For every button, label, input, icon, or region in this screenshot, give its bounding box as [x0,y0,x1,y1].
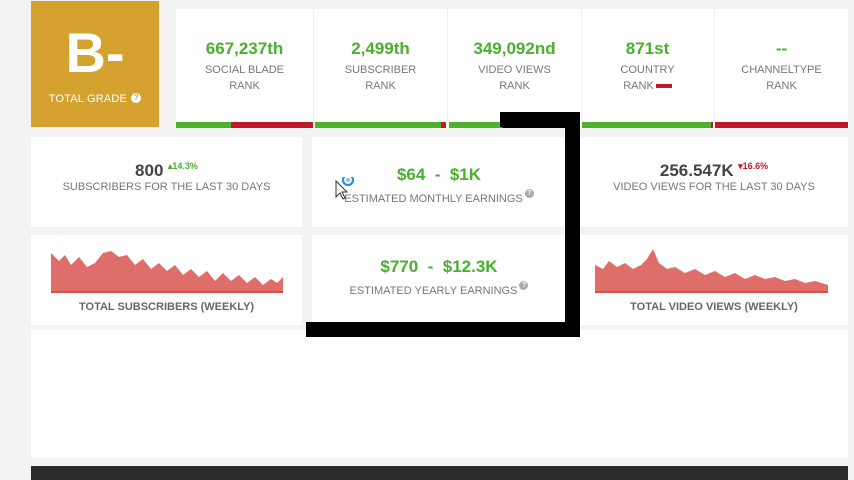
rank-subscriber: 2,499th SUBSCRIBER RANK [315,9,446,128]
rank-progress-bar [176,122,313,128]
rank-country: 871st COUNTRY RANK [582,9,713,128]
triangle-down-icon: ▾ [738,161,743,171]
views-30-value: 256.547K [659,161,734,180]
views-30-label: VIDEO VIEWS FOR THE LAST 30 DAYS [613,181,815,193]
annotation-stroke-top [500,112,580,127]
rank-progress-bar [582,122,713,128]
mouse-cursor-icon [335,177,355,200]
monthly-earnings-label: ESTIMATED MONTHLY EARNINGS [344,193,523,205]
rank-label: COUNTRY RANK [620,64,675,92]
total-video-views-weekly-card: TOTAL VIDEO VIEWS (WEEKLY) [580,235,848,325]
rank-value: 349,092nd [473,39,556,58]
monthly-earnings-value: $64 - $1K [396,165,482,184]
views-sparkline [595,249,828,293]
total-subscribers-weekly-card: TOTAL SUBSCRIBERS (WEEKLY) [31,235,302,325]
grade-label: TOTAL GRADE [48,93,128,105]
monthly-earnings-card: $64 - $1K ESTIMATED MONTHLY EARNINGS? [312,137,566,227]
rank-value: -- [775,39,788,58]
views-30-days-card: 256.547K ▾16.6% VIDEO VIEWS FOR THE LAST… [580,137,848,227]
rank-label: CHANNELTYPE RANK [741,64,822,92]
views-30-pct: ▾16.6% [738,161,769,171]
question-circle-icon[interactable]: ? [524,189,534,198]
subs-30-label: SUBSCRIBERS FOR THE LAST 30 DAYS [62,181,271,193]
yearly-earnings-label: ESTIMATED YEARLY EARNINGS [349,285,518,297]
grade-label-row: TOTAL GRADE ? [31,93,159,105]
question-circle-icon[interactable]: ? [131,93,142,103]
subscribers-sparkline [51,251,283,293]
rank-value: 667,237th [205,39,284,58]
content-blank-area [31,330,848,458]
total-subscribers-label: TOTAL SUBSCRIBERS (WEEKLY) [79,301,254,313]
subscribers-30-days-card: 800 ▴14.3% SUBSCRIBERS FOR THE LAST 30 D… [31,137,302,227]
yearly-earnings-card: $770 - $12.3K ESTIMATED YEARLY EARNINGS? [312,235,566,325]
subs-30-value: 800 [135,161,164,180]
rank-progress-bar [715,122,848,128]
country-flag-icon [655,84,672,89]
rank-value: 2,499th [351,39,410,58]
subs-30-pct: ▴14.3% [167,161,198,171]
yearly-earnings-value: $770 - $12.3K [380,257,498,276]
rank-channeltype: -- CHANNELTYPE RANK [715,9,848,128]
rank-label: VIDEO VIEWS RANK [478,64,551,92]
rank-value: 871st [625,39,670,58]
triangle-up-icon: ▴ [167,161,173,171]
bottom-dark-bar [31,466,848,480]
rank-strip: 667,237th SOCIAL BLADE RANK 2,499th SUBSC… [176,9,848,128]
grade-letter: B- [65,21,125,84]
total-grade-box: B- TOTAL GRADE ? [31,1,159,127]
rank-progress-bar [315,122,446,128]
rank-social-blade: 667,237th SOCIAL BLADE RANK [176,9,313,128]
rank-label: SOCIAL BLADE RANK [204,64,285,92]
annotation-stroke-bottom [306,322,580,337]
annotation-stroke-right [565,112,580,337]
question-circle-icon[interactable]: ? [519,281,529,290]
rank-video-views: 349,092nd VIDEO VIEWS RANK [449,9,580,128]
total-video-views-label: TOTAL VIDEO VIEWS (WEEKLY) [630,301,798,313]
rank-label: SUBSCRIBER RANK [344,64,417,92]
